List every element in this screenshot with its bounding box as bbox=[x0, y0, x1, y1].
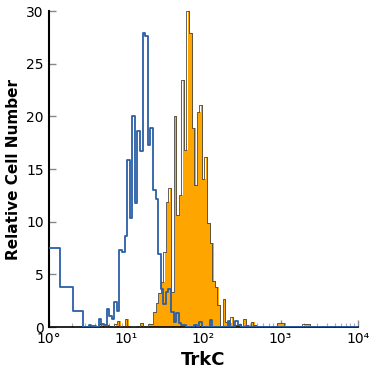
Y-axis label: Relative Cell Number: Relative Cell Number bbox=[6, 78, 21, 260]
X-axis label: TrkC: TrkC bbox=[181, 351, 225, 369]
